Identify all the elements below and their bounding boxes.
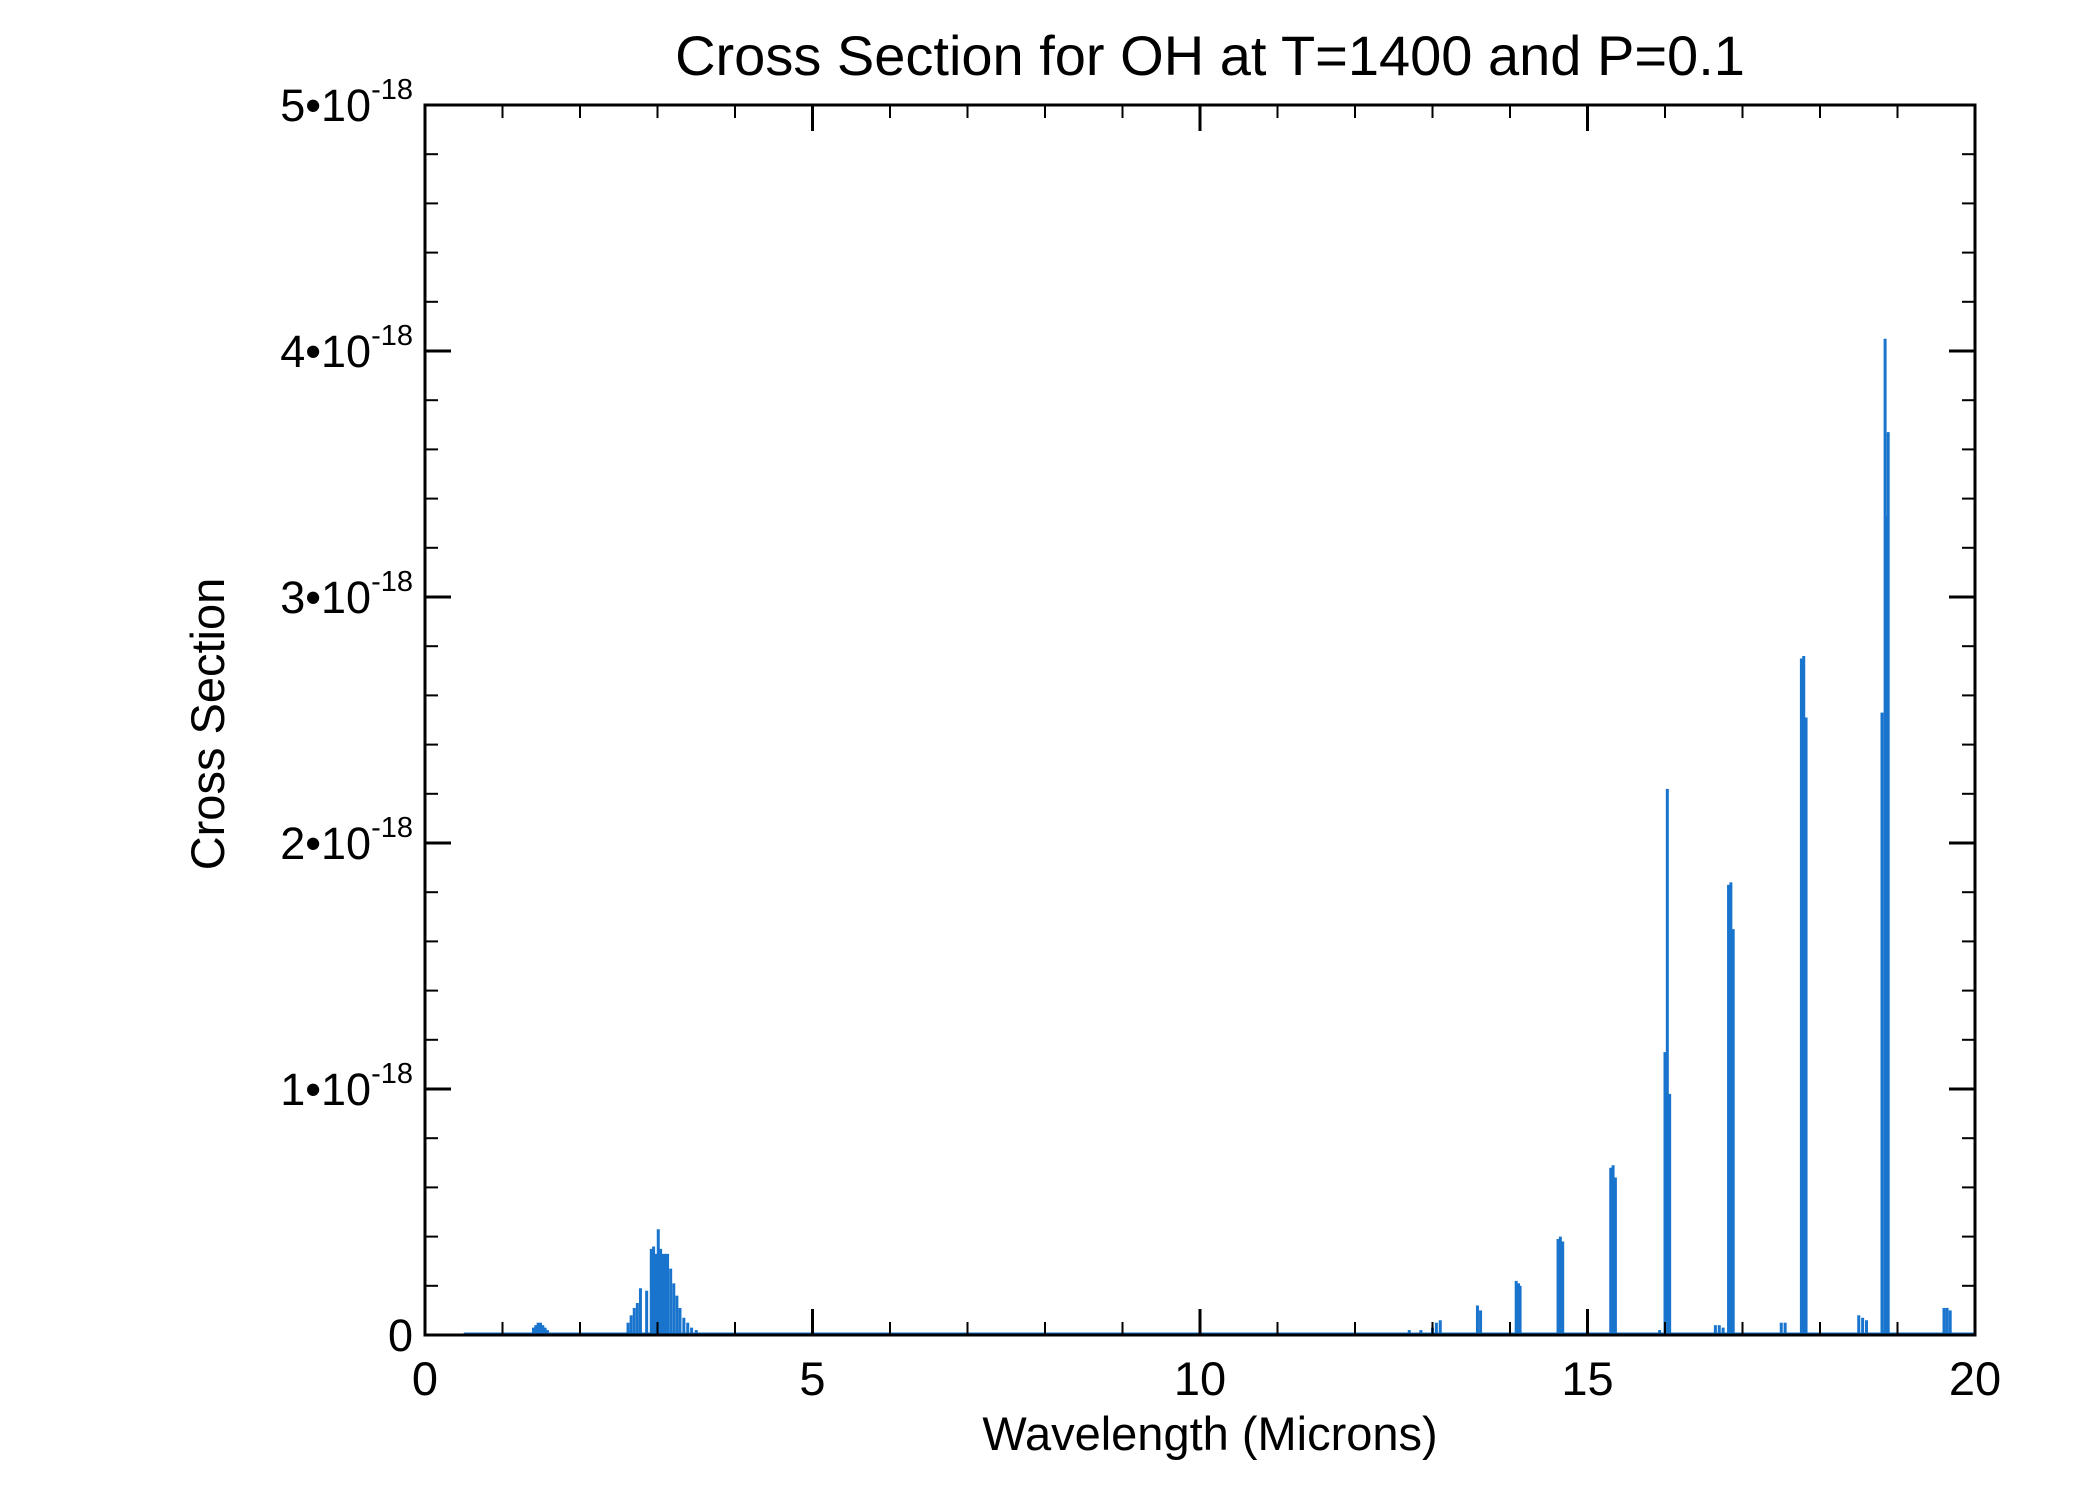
x-tick-label: 10 [1174,1352,1226,1405]
x-axis-label: Wavelength (Microns) [982,1407,1437,1460]
y-axis-label: Cross Section [181,578,234,871]
y-tick-label: 3•10-18 [280,566,413,623]
y-tick-label: 2•10-18 [280,812,413,869]
x-tick-label: 5 [799,1352,825,1405]
y-tick-label: 4•10-18 [280,320,413,377]
y-tick-label: 0 [388,1310,413,1361]
x-tick-label: 0 [412,1352,438,1405]
x-tick-label: 15 [1561,1352,1613,1405]
axis-ticks: 0 5 10 15 20 0 1•10-18 2•10-18 3•10-18 4•10-18 5•1… [280,74,2001,1405]
x-tick-label: 20 [1949,1352,2001,1405]
y-tick-label: 1•10-18 [280,1058,413,1115]
y-tick-label: 5•10-18 [280,74,413,131]
chart-title: Cross Section for OH at T=1400 and P=0.1 [675,24,1745,87]
cross-section-series [463,338,1975,1336]
plot-area-frame [423,103,1977,1337]
